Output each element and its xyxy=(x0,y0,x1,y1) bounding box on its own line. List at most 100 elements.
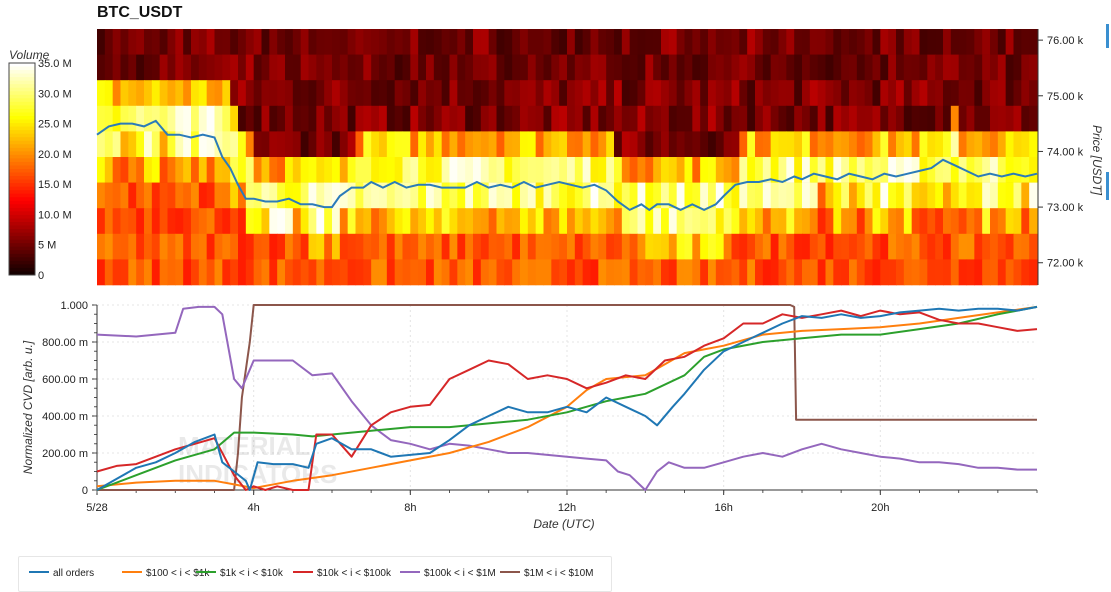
heatmap-cell xyxy=(997,182,1007,209)
heatmap-cell xyxy=(104,208,114,235)
heatmap-cell xyxy=(1005,105,1015,132)
heatmap-cell xyxy=(927,80,936,107)
heatmap-cell xyxy=(684,233,693,260)
heatmap-cell xyxy=(809,208,819,235)
heatmap-cell xyxy=(480,182,490,209)
heatmap-cell xyxy=(825,208,834,235)
heatmap-cell xyxy=(402,131,411,158)
heatmap-cell xyxy=(676,29,686,55)
heatmap-cell xyxy=(316,105,325,132)
heatmap-cell xyxy=(261,29,270,55)
heatmap-cell xyxy=(1005,208,1015,235)
heatmap-cell xyxy=(990,182,999,209)
heatmap-cell xyxy=(715,182,725,209)
heatmap-cell xyxy=(527,54,537,81)
colorbar-segment xyxy=(9,172,35,177)
heatmap-cell xyxy=(292,157,302,183)
heatmap-cell xyxy=(410,157,419,183)
legend-item-1m-10m[interactable]: $1M < i < $10M xyxy=(500,568,593,582)
heatmap-cell xyxy=(982,105,991,132)
heatmap-cell xyxy=(230,54,239,81)
heatmap-cell xyxy=(778,208,787,235)
heatmap-cell xyxy=(433,157,443,183)
heatmap-cell xyxy=(433,29,443,55)
heatmap-cell xyxy=(614,29,623,55)
heatmap-cell xyxy=(990,29,999,55)
heatmap-cell xyxy=(457,105,466,132)
heatmap-cell xyxy=(974,182,983,209)
heatmap-cell xyxy=(151,259,161,286)
heatmap-cell xyxy=(543,29,552,55)
heatmap-cell xyxy=(418,208,427,235)
legend-swatch xyxy=(29,571,49,574)
legend-item-100k-1m[interactable]: $100k < i < $1M xyxy=(400,568,496,582)
heatmap-cell xyxy=(872,182,881,209)
heatmap-cell xyxy=(974,208,983,235)
heatmap-cell xyxy=(896,29,905,55)
heatmap-cell xyxy=(206,208,216,235)
watermark-text: MATERIAL xyxy=(178,431,311,461)
heatmap-cell xyxy=(97,157,106,183)
heatmap-cell xyxy=(394,29,404,55)
heatmap-cell xyxy=(770,131,780,158)
heatmap-cell xyxy=(159,157,169,183)
legend-item-100-1k[interactable]: $100 < i < $1k xyxy=(122,568,209,582)
heatmap-cell xyxy=(903,157,913,183)
heatmap-cell xyxy=(888,105,897,132)
heatmap-cell xyxy=(668,29,678,55)
heatmap-cell xyxy=(332,29,341,55)
heatmap-cell xyxy=(872,80,881,107)
heatmap-cell xyxy=(684,208,693,235)
heatmap-cell xyxy=(488,259,498,286)
heatmap-cell xyxy=(668,80,678,107)
side-indicator xyxy=(1106,172,1109,200)
heatmap-cell xyxy=(1029,182,1038,209)
heatmap-cell xyxy=(802,131,811,158)
heatmap-cell xyxy=(700,182,709,209)
heatmap-cell xyxy=(888,29,897,55)
heatmap-cell xyxy=(418,157,427,183)
heatmap-cell xyxy=(496,208,505,235)
heatmap-cell xyxy=(567,182,576,209)
heatmap-cell xyxy=(144,208,153,235)
heatmap-cell xyxy=(692,259,701,286)
heatmap-cell xyxy=(825,29,834,55)
colorbar-segment xyxy=(9,116,35,121)
heatmap-cell xyxy=(590,131,599,158)
heatmap-cell xyxy=(183,259,192,286)
legend-item-10k-100k[interactable]: $10k < i < $100k xyxy=(293,568,391,582)
legend-item-all-orders[interactable]: all orders xyxy=(29,568,94,582)
heatmap-cell xyxy=(245,54,255,81)
price-tick-label: 75.00 k xyxy=(1047,91,1084,103)
heatmap-cell xyxy=(684,182,693,209)
colorbar-title: Volume xyxy=(9,48,50,62)
heatmap-cell xyxy=(504,105,513,132)
heatmap-cell xyxy=(896,259,905,286)
heatmap-cell xyxy=(950,233,960,260)
heatmap-cell xyxy=(379,208,388,235)
heatmap-cell xyxy=(582,157,592,183)
heatmap-cell xyxy=(1029,105,1038,132)
heatmap-cell xyxy=(410,182,419,209)
heatmap-cell xyxy=(316,182,325,209)
heatmap-cell xyxy=(441,80,451,107)
legend-item-1k-10k[interactable]: $1k < i < $10k xyxy=(196,568,283,582)
heatmap-cell xyxy=(786,131,795,158)
heatmap-cell xyxy=(1021,259,1030,286)
heatmap-cell xyxy=(104,182,114,209)
heatmap-cell xyxy=(324,54,333,81)
heatmap-cell xyxy=(1029,233,1038,260)
heatmap-cell xyxy=(574,233,584,260)
heatmap-cell xyxy=(527,233,537,260)
colorbar-segment xyxy=(9,77,35,82)
heatmap-cell xyxy=(332,208,341,235)
heatmap-cell xyxy=(567,105,576,132)
heatmap-cell xyxy=(849,54,858,81)
heatmap-cell xyxy=(551,157,560,183)
heatmap-cell xyxy=(230,105,239,132)
heatmap-cell xyxy=(300,131,310,158)
heatmap-cell xyxy=(786,182,795,209)
heatmap-cell xyxy=(300,157,310,183)
heatmap-cell xyxy=(120,80,129,107)
heatmap-cell xyxy=(731,259,740,286)
